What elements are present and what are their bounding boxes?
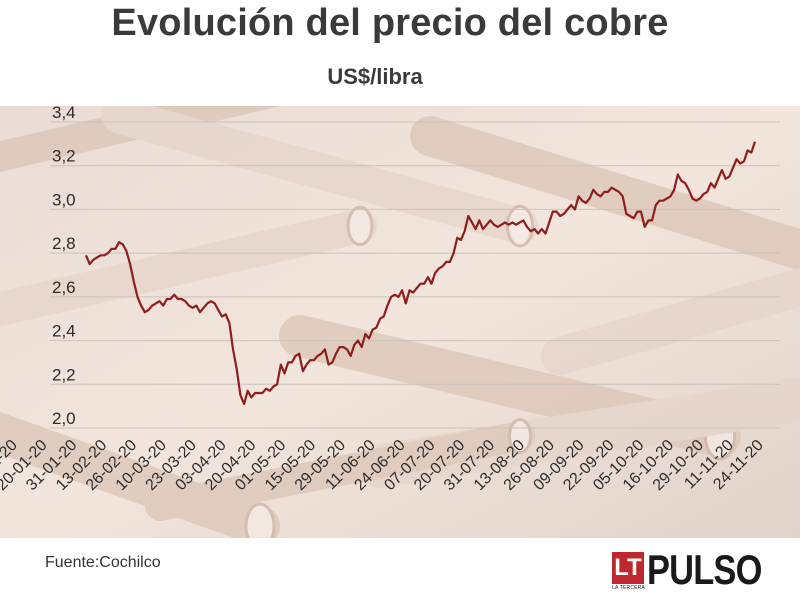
logo-la-tercera: LA TERCERA	[612, 585, 646, 591]
pipe-shape	[0, 209, 377, 327]
price-series-line	[84, 141, 757, 406]
logo-pulso-text: PULSO	[647, 546, 762, 593]
y-tick-label: 2,2	[52, 365, 76, 384]
pipe-shape	[541, 264, 810, 375]
y-tick-label: 3,0	[52, 190, 76, 209]
line-chart: 2,02,22,42,62,83,03,23,4 07-01-2020-01-2…	[0, 68, 810, 550]
chart-area: 2,02,22,42,62,83,03,23,4 07-01-2020-01-2…	[0, 68, 810, 550]
y-tick-label: 2,6	[52, 278, 76, 297]
y-tick-label: 2,4	[52, 322, 76, 341]
pulso-logo: LT LA TERCERA PULSO	[612, 546, 762, 593]
copper-pipes-decoration	[0, 68, 810, 550]
source-note: Fuente:Cochilco	[45, 554, 161, 571]
pipe-end-shape	[346, 205, 374, 247]
y-tick-label: 3,2	[52, 147, 76, 166]
pipe-end-shape	[244, 502, 276, 550]
pipe-shape	[145, 421, 535, 521]
y-axis: 2,0 2,2 2,4 2,6 2,8 3,0 3,2 3,4	[52, 103, 76, 428]
chart-title: Evolución del precio del cobre	[111, 2, 669, 44]
logo-lt-mark: LT	[612, 552, 644, 584]
pipe-shape	[102, 98, 538, 244]
pipe-end-shape	[505, 204, 535, 248]
pipe-shape	[410, 116, 810, 274]
y-tick-label: 2,8	[52, 234, 76, 253]
y-tick-label: 2,0	[52, 409, 76, 428]
y-tick-label: 3,4	[52, 106, 76, 122]
chart-subtitle: US$/libra	[327, 64, 423, 89]
